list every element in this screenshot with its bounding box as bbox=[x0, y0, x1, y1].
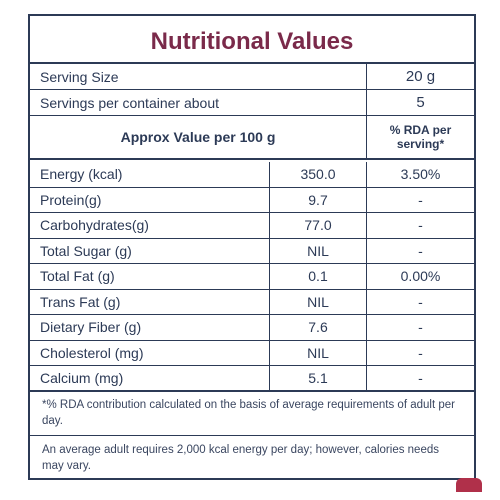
nutrient-value: 5.1 bbox=[270, 366, 367, 390]
nutrient-label: Total Sugar (g) bbox=[30, 238, 270, 263]
nutrient-value: 77.0 bbox=[270, 213, 367, 238]
servings-per-container-label: Servings per container about bbox=[30, 90, 367, 115]
nutrient-value: 0.1 bbox=[270, 264, 367, 289]
nutrient-value: NIL bbox=[270, 340, 367, 365]
nutrient-rda: 3.50% bbox=[400, 166, 441, 183]
nutrient-rda: - bbox=[418, 293, 423, 310]
nutrient-value: 7.6 bbox=[270, 315, 367, 340]
rda-footnote: *% RDA contribution calculated on the ba… bbox=[30, 392, 474, 436]
approx-value-header: Approx Value per 100 g bbox=[30, 116, 367, 158]
nutrient-label: Protein(g) bbox=[30, 187, 270, 212]
nutrition-table: Nutritional Values Serving Size 20 g Ser… bbox=[28, 14, 476, 480]
corner-tab-mark bbox=[456, 478, 482, 492]
nutrient-row: Carbohydrates(g) 77.0 - bbox=[30, 213, 474, 239]
nutrient-label: Energy (kcal) bbox=[30, 162, 270, 187]
nutrient-label: Carbohydrates(g) bbox=[30, 213, 270, 238]
nutrient-label: Dietary Fiber (g) bbox=[30, 315, 270, 340]
servings-per-container-row: Servings per container about 5 bbox=[30, 90, 474, 116]
serving-size-row: Serving Size 20 g bbox=[30, 64, 474, 90]
column-header-row: Approx Value per 100 g % RDA per serving… bbox=[30, 116, 474, 160]
nutrient-value: 350.0 bbox=[270, 162, 367, 187]
nutrient-row: Total Fat (g) 0.1 0.00% bbox=[30, 264, 474, 290]
nutrient-rda: - bbox=[418, 319, 423, 336]
calorie-footnote: An average adult requires 2,000 kcal ene… bbox=[42, 444, 439, 472]
nutrient-rda: - bbox=[418, 191, 423, 208]
nutrient-row: Trans Fat (g) NIL - bbox=[30, 289, 474, 315]
nutrient-label: Calcium (mg) bbox=[30, 366, 270, 390]
nutrient-row: Energy (kcal) 350.0 3.50% bbox=[30, 162, 474, 188]
nutrient-rda: - bbox=[418, 344, 423, 361]
serving-size-value: 20 g bbox=[405, 68, 436, 85]
nutrient-row: Total Sugar (g) NIL - bbox=[30, 238, 474, 264]
nutrient-row: Protein(g) 9.7 - bbox=[30, 187, 474, 213]
nutrient-rda: 0.00% bbox=[400, 268, 441, 285]
nutrient-rda: - bbox=[418, 242, 423, 259]
nutrient-value: NIL bbox=[270, 238, 367, 263]
nutrient-label: Total Fat (g) bbox=[30, 264, 270, 289]
nutrient-rda: - bbox=[418, 217, 423, 234]
rda-header: % RDA per serving* bbox=[389, 123, 452, 151]
nutrient-label: Cholesterol (mg) bbox=[30, 340, 270, 365]
nutrient-value: NIL bbox=[270, 289, 367, 314]
table-title: Nutritional Values bbox=[30, 16, 474, 64]
nutrient-row: Cholesterol (mg) NIL - bbox=[30, 340, 474, 366]
nutrient-label: Trans Fat (g) bbox=[30, 289, 270, 314]
nutrient-rda: - bbox=[418, 369, 423, 386]
nutrient-value: 9.7 bbox=[270, 187, 367, 212]
serving-size-label: Serving Size bbox=[30, 64, 367, 89]
nutrient-row: Dietary Fiber (g) 7.6 - bbox=[30, 315, 474, 341]
servings-per-container-value: 5 bbox=[416, 94, 425, 111]
nutrient-row: Calcium (mg) 5.1 - bbox=[30, 366, 474, 392]
